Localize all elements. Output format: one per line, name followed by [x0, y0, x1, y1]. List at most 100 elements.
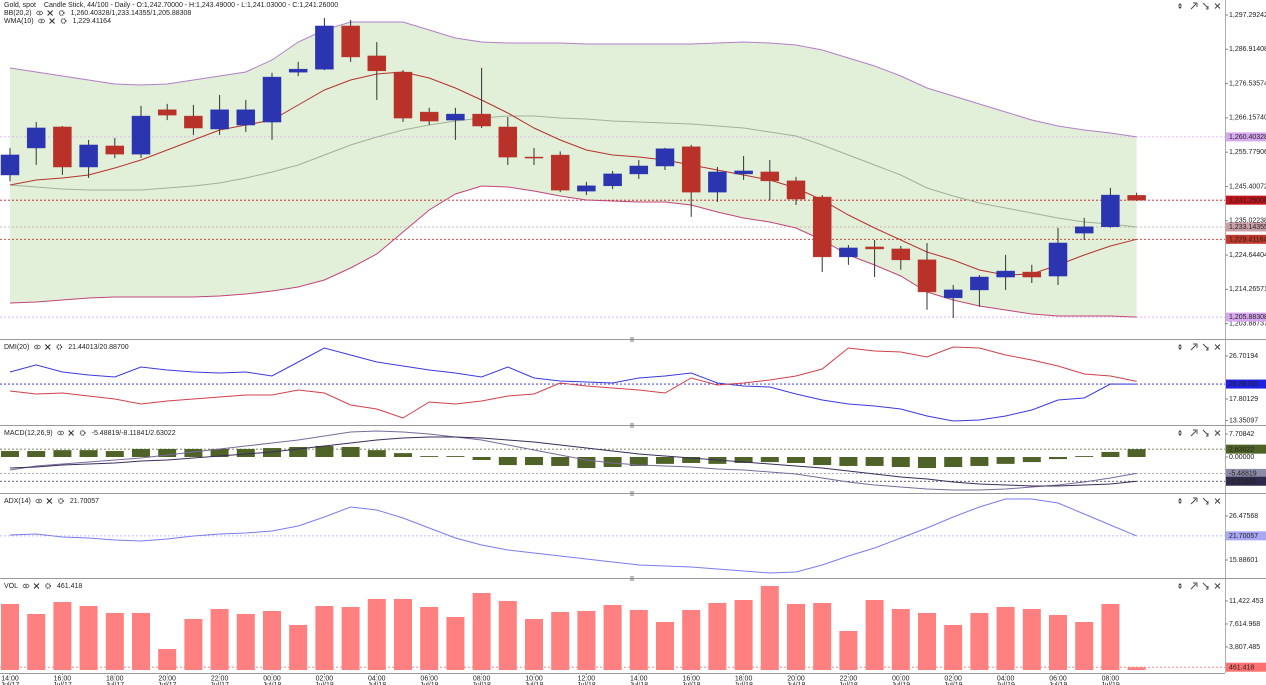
value-tag-label: 1,260.40328 [1229, 134, 1266, 141]
restore-icon[interactable] [1202, 343, 1209, 351]
candle-body [577, 185, 596, 192]
y-tick-label: 7.70842 [1229, 431, 1254, 438]
close-panel-icon[interactable] [1214, 3, 1221, 9]
candle-body [1127, 195, 1146, 201]
indicator-controls[interactable] [57, 430, 86, 436]
macd-histogram-bar [158, 448, 177, 457]
settings-icon[interactable] [57, 498, 64, 504]
move-up-down-icon[interactable] [1178, 344, 1182, 350]
value-tag-label: 1,205.88308 [1229, 314, 1266, 321]
volume-bar [210, 608, 229, 670]
macd-histogram-bar [525, 457, 543, 466]
maximize-icon[interactable] [1190, 497, 1198, 505]
x-date-label: Jul/18 [787, 682, 806, 685]
move-up-down-icon[interactable] [1178, 498, 1182, 504]
value-tag-label: -5.48819 [1229, 471, 1257, 478]
x-date-label: Jul/17 [210, 682, 229, 685]
candle-body [498, 126, 518, 158]
volume-bar [236, 614, 255, 670]
x-tick-label: 14:00 [630, 675, 648, 682]
restore-icon[interactable] [1202, 2, 1209, 10]
x-tick-label: 12:00 [578, 675, 596, 682]
value-tag-label: 2.63022 [1229, 446, 1254, 453]
remove-icon[interactable] [49, 18, 55, 24]
band-fill [10, 22, 1137, 318]
x-date-label: Jul/17 [105, 682, 124, 685]
restore-icon[interactable] [1202, 582, 1209, 590]
toggle-visibility-icon[interactable] [59, 432, 62, 434]
indicator-controls[interactable] [38, 18, 67, 24]
x-date-label: Jul/18 [629, 682, 648, 685]
volume-bar [105, 612, 124, 670]
restore-icon[interactable] [1202, 429, 1209, 437]
y-tick-label: 7,614.968 [1229, 621, 1260, 628]
indicator-controls[interactable] [35, 498, 64, 504]
close-panel-icon[interactable] [1214, 498, 1221, 504]
volume-bar [682, 610, 701, 670]
candle-body [26, 127, 46, 149]
toggle-visibility-icon[interactable] [36, 10, 44, 16]
macd-histogram-bar [498, 457, 517, 466]
settings-icon[interactable] [45, 583, 51, 589]
indicator-line [9, 436, 1137, 487]
close-panel-icon[interactable] [1214, 430, 1221, 436]
macd-histogram-bar [289, 447, 308, 457]
maximize-icon[interactable] [1190, 429, 1198, 437]
indicator-readout: -5.48819/-8.11841/2.63022 [92, 430, 176, 437]
maximize-icon[interactable] [1190, 343, 1198, 351]
move-up-down-icon[interactable] [1178, 583, 1182, 589]
remove-icon[interactable] [47, 10, 54, 16]
indicator-controls[interactable] [33, 344, 63, 350]
volume-bar [341, 606, 360, 670]
macd-histogram-bar [603, 457, 622, 467]
indicator-name: WMA(10) [4, 18, 34, 25]
volume-bar [394, 598, 412, 670]
candle-body [393, 71, 413, 119]
toggle-visibility-icon[interactable] [25, 585, 27, 587]
x-tick-label: 16:00 [682, 675, 700, 682]
macd-histogram-bar [1101, 451, 1120, 457]
candle-body [970, 276, 989, 291]
toggle-visibility-icon[interactable] [33, 344, 41, 350]
move-up-down-icon[interactable] [1178, 430, 1182, 436]
toggle-visibility-icon[interactable] [38, 18, 45, 24]
settings-icon[interactable] [60, 18, 67, 24]
toggle-visibility-icon[interactable] [37, 500, 40, 502]
resize-handles[interactable] [630, 337, 634, 581]
settings-icon[interactable] [58, 10, 65, 16]
maximize-icon[interactable] [1190, 582, 1198, 590]
macd-histogram-bar [367, 450, 386, 457]
macd-histogram-bar [1127, 449, 1146, 457]
toggle-visibility-icon[interactable] [36, 346, 39, 348]
remove-icon[interactable] [44, 344, 51, 350]
indicator-controls[interactable] [22, 583, 51, 589]
restore-icon[interactable] [1202, 497, 1209, 505]
close-panel-icon[interactable] [1214, 344, 1221, 350]
maximize-icon[interactable] [1190, 2, 1198, 10]
x-tick-label: 20:00 [158, 675, 176, 682]
candle-body [53, 126, 72, 168]
x-tick-label: 10:00 [525, 675, 543, 682]
settings-icon[interactable] [56, 344, 63, 350]
remove-icon[interactable] [68, 430, 75, 436]
x-date-label: Jul/18 [420, 682, 439, 685]
toggle-visibility-icon[interactable] [38, 12, 41, 14]
move-up-down-icon[interactable] [1178, 3, 1182, 9]
indicator-line [9, 498, 1137, 574]
toggle-visibility-icon[interactable] [22, 583, 30, 589]
remove-icon[interactable] [46, 498, 53, 504]
candle-body [524, 156, 544, 159]
indicator-line [9, 346, 1137, 419]
indicator-controls[interactable] [36, 10, 65, 16]
toggle-visibility-icon[interactable] [35, 498, 43, 504]
toggle-visibility-icon[interactable] [57, 430, 65, 436]
volume-bar [367, 598, 386, 670]
y-tick-label: 0.00000 [1229, 454, 1254, 461]
x-tick-label: 04:00 [997, 675, 1015, 682]
toggle-visibility-icon[interactable] [40, 20, 43, 22]
settings-icon[interactable] [79, 430, 86, 436]
macd-histogram-bar [1022, 457, 1041, 463]
close-panel-icon[interactable] [1214, 583, 1221, 589]
remove-icon[interactable] [33, 583, 40, 589]
